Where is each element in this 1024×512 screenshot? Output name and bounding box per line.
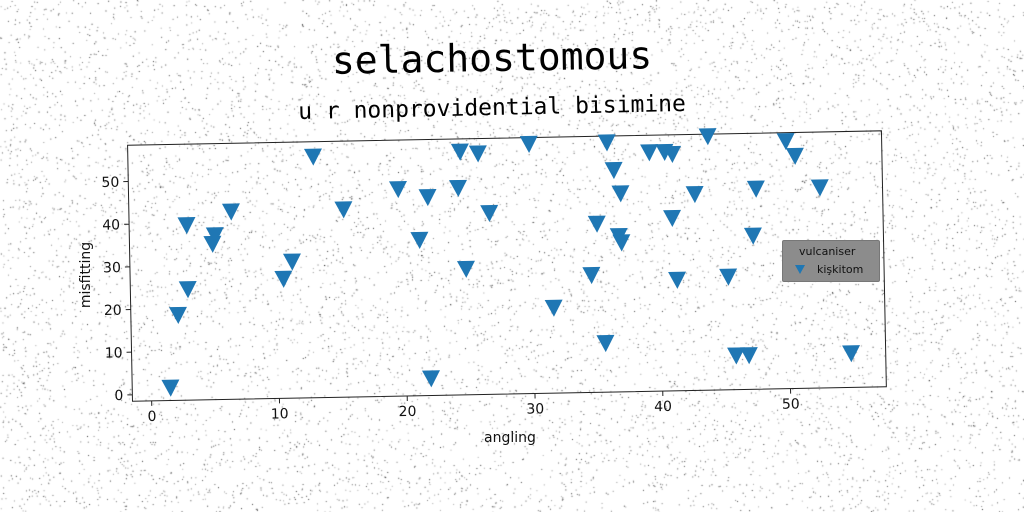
data-point bbox=[205, 227, 224, 245]
data-point bbox=[685, 185, 704, 204]
data-point bbox=[418, 188, 437, 207]
data-point bbox=[449, 179, 468, 198]
data-point bbox=[698, 128, 717, 146]
data-point bbox=[727, 347, 746, 365]
legend-entry: kişkitom bbox=[795, 263, 863, 276]
data-point bbox=[663, 145, 682, 164]
scatter-points bbox=[161, 128, 861, 397]
y-tick-label: 50 bbox=[101, 175, 119, 191]
data-point bbox=[604, 161, 623, 180]
x-axis: 0 10 20 30 40 50 bbox=[147, 388, 800, 425]
legend-label: kişkitom bbox=[817, 263, 864, 276]
x-tick-label: 30 bbox=[526, 401, 544, 417]
data-point bbox=[612, 234, 631, 252]
y-tick-label: 20 bbox=[104, 303, 122, 319]
data-point bbox=[785, 147, 804, 165]
x-axis-label: angling bbox=[484, 430, 536, 446]
data-point bbox=[480, 204, 499, 223]
data-point bbox=[582, 266, 601, 285]
legend-marker-icon bbox=[795, 265, 805, 274]
x-tick-label: 40 bbox=[654, 399, 672, 415]
data-point bbox=[161, 379, 180, 397]
y-tick-label: 0 bbox=[114, 388, 123, 404]
data-point bbox=[421, 370, 440, 388]
y-tick-label: 30 bbox=[103, 260, 121, 276]
x-tick-label: 10 bbox=[271, 406, 289, 422]
y-axis: 0 10 20 30 40 50 bbox=[101, 175, 133, 404]
data-point bbox=[303, 148, 322, 166]
data-point bbox=[450, 143, 469, 161]
axes-frame bbox=[127, 130, 887, 402]
data-point bbox=[177, 217, 196, 235]
data-point bbox=[221, 203, 240, 221]
data-point bbox=[743, 227, 762, 245]
legend-title: vulcaniser bbox=[799, 245, 856, 258]
data-point bbox=[274, 270, 293, 288]
data-point bbox=[842, 345, 861, 363]
data-point bbox=[810, 179, 829, 197]
x-tick-label: 50 bbox=[782, 396, 800, 412]
data-point bbox=[544, 299, 563, 317]
data-point bbox=[746, 180, 765, 198]
data-point bbox=[668, 271, 687, 289]
data-point bbox=[282, 253, 301, 271]
data-point bbox=[596, 334, 615, 353]
data-point bbox=[663, 209, 682, 228]
data-point bbox=[388, 180, 407, 199]
data-point bbox=[640, 144, 659, 162]
data-point bbox=[739, 347, 758, 365]
legend: vulcaniser kişkitom bbox=[782, 240, 880, 282]
data-point bbox=[519, 135, 538, 153]
y-tick-label: 10 bbox=[105, 345, 123, 361]
data-point bbox=[776, 133, 795, 151]
data-point bbox=[456, 260, 475, 278]
data-point bbox=[611, 185, 630, 203]
y-axis-label: misfitting bbox=[78, 242, 94, 308]
data-point bbox=[597, 134, 616, 152]
data-point bbox=[410, 231, 429, 249]
data-point bbox=[178, 281, 197, 299]
data-point bbox=[334, 201, 353, 219]
data-point bbox=[168, 306, 187, 325]
data-point bbox=[587, 215, 606, 233]
data-point bbox=[468, 145, 487, 163]
data-point bbox=[719, 268, 738, 286]
x-tick-label: 0 bbox=[147, 409, 156, 425]
x-tick-label: 20 bbox=[398, 404, 416, 420]
y-tick-label: 40 bbox=[102, 217, 120, 233]
